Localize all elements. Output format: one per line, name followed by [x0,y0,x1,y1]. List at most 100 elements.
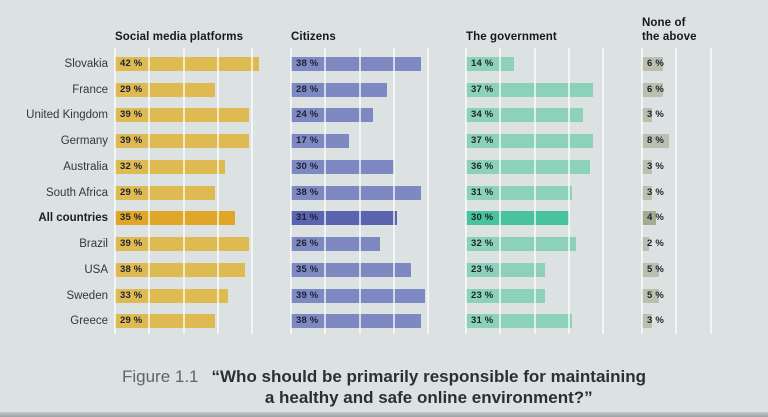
gridline [148,48,151,334]
bar [466,82,593,97]
bar-value-label: 23 % [471,263,494,275]
caption-line-1: “Who should be primarily responsible for… [211,367,647,386]
bar-value-label: 30 % [296,160,319,172]
bar-value-label: 38 % [296,315,319,327]
bar [291,134,350,149]
gridline [675,48,678,334]
bar [642,134,670,149]
category-label: United Kingdom [26,109,108,122]
bar-value-label: 14 % [471,58,494,69]
gridline [567,48,570,334]
bar-value-label: 3 % [647,315,664,327]
bar-value-label: 28 % [296,83,319,95]
bar [291,57,422,71]
bar-value-label: 38 % [120,263,143,275]
bar-value-label: 35 % [296,263,319,275]
series-header-3: The government [466,30,557,43]
gridline [251,48,254,334]
gridline [358,48,361,334]
category-label: France [72,83,108,96]
gridline [499,48,502,334]
series-header-1: Social media platforms [115,30,244,43]
series-header-2: Citizens [291,30,336,43]
gridline [392,48,395,334]
bar [466,185,573,200]
bar-value-label: 3 % [647,186,664,198]
category-label: Sweden [66,289,108,302]
bar [642,185,653,200]
bar-value-label: 35 % [120,212,143,224]
bar [466,262,545,277]
bar-value-label: 39 % [296,289,319,301]
bar-value-label: 6 % [647,58,664,69]
bar-value-label: 5 % [647,289,664,301]
bar-value-label: 37 % [471,135,494,147]
bar [642,288,660,303]
bar [642,262,660,277]
gridline [533,48,536,334]
bar-value-label: 39 % [120,109,143,121]
gridline [709,48,712,334]
bar-value-label: 32 % [120,160,143,172]
bar [466,108,583,123]
bar [291,237,381,251]
bar-value-label: 4 % [647,212,664,224]
bar [466,237,576,251]
bar-value-label: 31 % [296,212,319,224]
bar [642,108,653,123]
caption-question: “Who should be primarily responsible for… [212,366,647,408]
figure-caption: Figure 1.1 “Who should be primarily resp… [0,366,768,408]
bar [115,288,229,303]
bar-value-label: 33 % [120,289,143,301]
bar-value-label: 32 % [471,238,494,249]
category-label: South Africa [45,186,108,199]
category-label: Brazil [79,238,108,250]
category-label: Greece [70,315,108,328]
bar [115,57,260,71]
bar-value-label: 39 % [120,135,143,147]
bar-value-label: 29 % [120,186,143,198]
bar [466,314,573,329]
bar-value-label: 24 % [296,109,319,121]
gridline [216,48,219,334]
caption-line-2: a healthy and safe online environment?” [264,388,593,407]
gridline [324,48,327,334]
bar-value-label: 37 % [471,83,494,95]
bar [291,262,412,277]
bar [466,159,590,174]
bar-value-label: 42 % [120,58,143,69]
category-label: Australia [63,160,108,173]
bar [115,262,246,277]
bar-value-label: 38 % [296,186,319,198]
bar [466,211,569,226]
gridline [602,48,605,334]
bar-value-label: 31 % [471,186,494,198]
bar [466,134,593,149]
series-header-4: None of the above [642,17,697,43]
bar [115,211,236,226]
bar [642,211,656,226]
bar-value-label: 30 % [471,212,494,224]
bar [642,82,663,97]
bar [291,108,374,123]
bar-value-label: 6 % [647,83,664,95]
gridline [114,48,116,334]
bar [115,185,215,200]
bar [466,288,545,303]
bar-value-label: 23 % [471,289,494,301]
bar-value-label: 34 % [471,109,494,121]
gridline [465,48,467,334]
bar-value-label: 8 % [647,135,664,147]
bar [291,82,387,97]
bar [466,57,514,71]
bar [291,185,422,200]
gridline [182,48,185,334]
bar-value-label: 36 % [471,160,494,172]
bar-value-label: 31 % [471,315,494,327]
category-label: Slovakia [64,58,108,70]
bar [291,159,394,174]
bar [115,314,215,329]
bar-value-label: 29 % [120,315,143,327]
bar [115,159,225,174]
bar-value-label: 29 % [120,83,143,95]
